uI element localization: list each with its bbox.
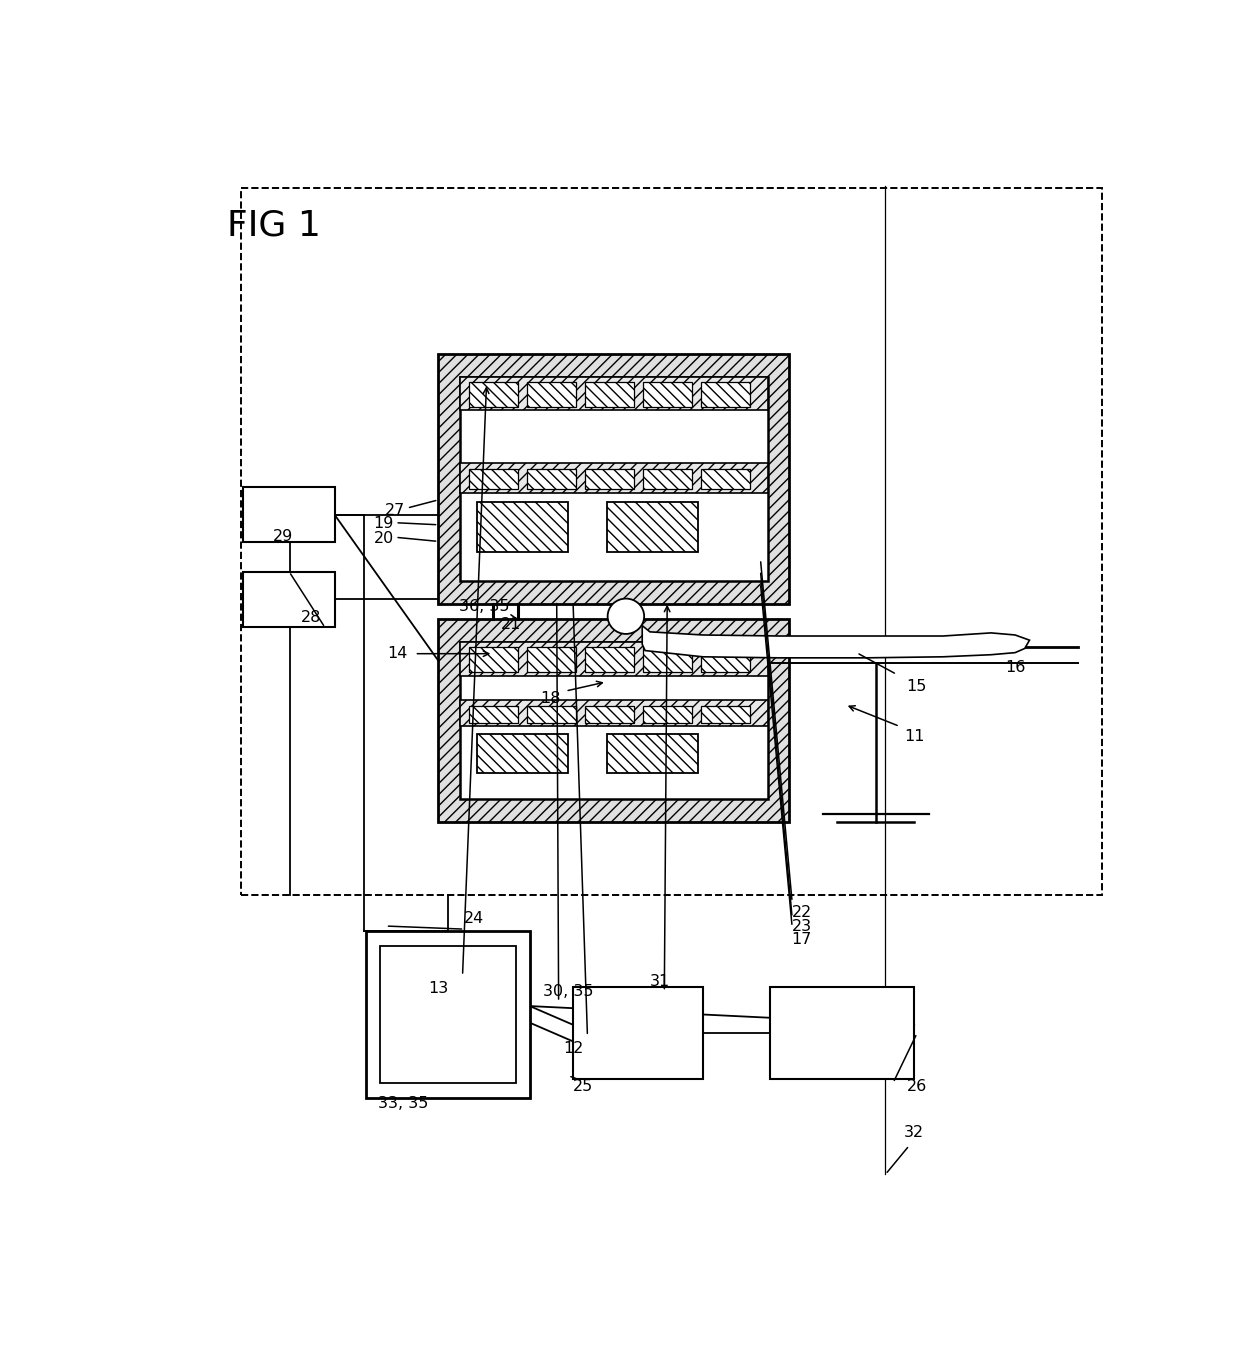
Bar xyxy=(527,468,577,490)
Bar xyxy=(469,382,518,408)
Bar xyxy=(460,377,768,410)
Text: 18: 18 xyxy=(541,691,562,706)
Bar xyxy=(701,468,750,490)
Bar xyxy=(439,354,789,603)
Bar xyxy=(469,648,518,672)
Bar xyxy=(701,648,750,672)
Bar xyxy=(477,502,568,552)
Bar xyxy=(460,377,768,580)
Bar xyxy=(770,987,914,1079)
Text: 25: 25 xyxy=(573,1079,593,1094)
Text: 13: 13 xyxy=(428,981,449,996)
Ellipse shape xyxy=(608,598,644,634)
Bar xyxy=(469,706,518,724)
Bar xyxy=(242,188,1101,895)
Text: 11: 11 xyxy=(904,729,925,744)
Text: 26: 26 xyxy=(906,1079,928,1094)
Bar xyxy=(585,382,634,408)
Bar xyxy=(243,571,335,626)
Bar xyxy=(439,620,789,822)
Bar xyxy=(585,648,634,672)
Bar xyxy=(379,946,516,1083)
Bar xyxy=(573,987,703,1079)
Bar xyxy=(460,643,768,799)
Text: 12: 12 xyxy=(563,1041,583,1056)
Text: 31: 31 xyxy=(650,973,670,988)
Bar xyxy=(701,382,750,408)
Text: 30, 35: 30, 35 xyxy=(543,984,594,999)
Bar xyxy=(527,706,577,724)
Bar xyxy=(606,502,698,552)
Text: 16: 16 xyxy=(1004,660,1025,675)
Text: 19: 19 xyxy=(373,516,394,532)
Text: 22: 22 xyxy=(791,904,812,919)
Bar xyxy=(585,468,634,490)
Bar xyxy=(642,706,692,724)
Text: 14: 14 xyxy=(387,647,408,662)
Text: 21: 21 xyxy=(501,617,521,632)
Bar xyxy=(701,706,750,724)
Text: 24: 24 xyxy=(464,911,484,926)
Bar xyxy=(469,468,518,490)
Text: 23: 23 xyxy=(791,918,812,934)
Bar xyxy=(460,701,768,726)
Text: 29: 29 xyxy=(273,529,293,544)
Bar xyxy=(243,487,335,543)
Text: 33, 35: 33, 35 xyxy=(378,1096,428,1111)
Bar xyxy=(527,382,577,408)
Text: 27: 27 xyxy=(386,502,405,518)
Bar xyxy=(642,648,692,672)
Bar xyxy=(460,463,768,493)
Text: 28: 28 xyxy=(300,610,321,625)
Text: 15: 15 xyxy=(906,679,926,694)
Bar xyxy=(460,643,768,675)
Bar xyxy=(585,706,634,724)
Bar xyxy=(606,734,698,774)
Bar xyxy=(642,468,692,490)
Text: 36, 35: 36, 35 xyxy=(459,599,510,614)
Text: FIG 1: FIG 1 xyxy=(227,209,321,243)
Text: 17: 17 xyxy=(791,931,812,948)
Bar xyxy=(367,931,529,1098)
Text: 32: 32 xyxy=(904,1126,924,1141)
Bar xyxy=(642,382,692,408)
Bar xyxy=(477,734,568,774)
Bar xyxy=(527,648,577,672)
Text: 20: 20 xyxy=(373,531,394,545)
Polygon shape xyxy=(642,625,1029,657)
